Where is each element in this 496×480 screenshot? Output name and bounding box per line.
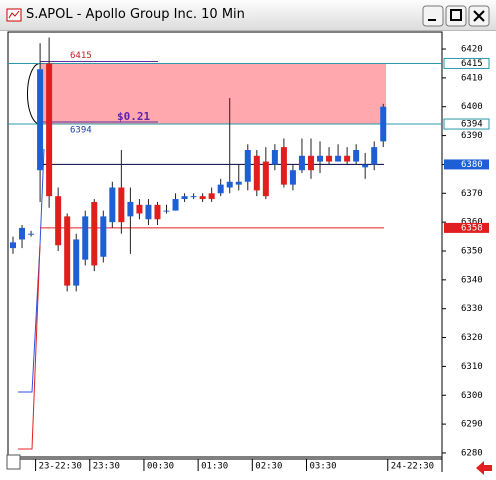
y-tick-label: 6410 xyxy=(461,73,483,83)
y-tick-label: 6350 xyxy=(461,246,483,256)
candle-body xyxy=(37,69,44,171)
y-tick-label: 6290 xyxy=(461,420,483,430)
level-tag xyxy=(443,57,490,69)
candle-body xyxy=(317,155,324,162)
candle-body xyxy=(91,201,98,266)
candle-body xyxy=(362,164,369,168)
candle-body xyxy=(46,63,53,197)
candle-body xyxy=(335,155,342,162)
y-tick-label: 6400 xyxy=(461,102,483,112)
level-tag-label: 6380 xyxy=(461,160,483,170)
x-tick-label: 24-22:30 xyxy=(391,462,434,472)
window-title: S.APOL - Apollo Group Inc. 10 Min xyxy=(26,7,245,22)
level-tag xyxy=(443,118,490,130)
candle-body xyxy=(28,233,35,235)
zone-bottom-label: 6394 xyxy=(70,126,92,136)
level-tag-label: 6415 xyxy=(461,59,483,69)
y-tick-label: 6360 xyxy=(461,218,483,228)
title-bar: S.APOL - Apollo Group Inc. 10 Min xyxy=(0,0,496,31)
candle-body xyxy=(199,196,206,200)
candle-body xyxy=(73,239,80,286)
candle-body xyxy=(64,216,71,286)
app-icon xyxy=(6,8,22,22)
y-tick-label: 6280 xyxy=(461,448,483,458)
candle-body xyxy=(127,201,134,217)
maximize-button[interactable] xyxy=(445,5,467,27)
candle-body xyxy=(307,155,314,171)
candle-body xyxy=(181,196,188,200)
x-tick-label: 03:30 xyxy=(309,462,336,472)
annotation: $0.21 xyxy=(117,110,150,123)
level-tag-label: 6358 xyxy=(461,223,483,233)
candle-body xyxy=(19,227,26,240)
candle-body xyxy=(190,196,197,198)
candle-body xyxy=(280,147,287,185)
window-buttons xyxy=(422,5,490,27)
candle-body xyxy=(226,181,233,188)
zone-top-label: 6415 xyxy=(70,51,92,61)
minimize-button[interactable] xyxy=(422,5,444,27)
indicator-line xyxy=(18,148,45,393)
candle-body xyxy=(262,161,269,197)
candle-body xyxy=(344,155,351,162)
candle-body xyxy=(271,150,278,165)
candle-body xyxy=(326,155,333,162)
y-tick-label: 6390 xyxy=(461,131,483,141)
y-tick-label: 6300 xyxy=(461,391,483,401)
zone-bracket xyxy=(26,62,41,125)
y-tick-label: 6310 xyxy=(461,362,483,372)
y-tick-label: 6370 xyxy=(461,189,483,199)
level-tag xyxy=(444,222,489,233)
candle-body xyxy=(217,184,224,194)
candle-body xyxy=(235,181,242,185)
y-tick-label: 6340 xyxy=(461,275,483,285)
candle-body xyxy=(136,204,143,214)
scroll-box[interactable] xyxy=(6,454,21,470)
candle-body xyxy=(154,204,161,220)
candle-body xyxy=(10,242,16,249)
candle-body xyxy=(172,199,179,211)
x-tick-label: 00:30 xyxy=(147,462,174,472)
candle-body xyxy=(353,150,360,162)
level-tag-label: 6394 xyxy=(461,120,483,130)
candle-body xyxy=(55,196,62,246)
y-tick-label: 6330 xyxy=(461,304,483,314)
y-tick-label: 6420 xyxy=(461,45,483,55)
candle-body xyxy=(208,193,215,200)
candle-body xyxy=(289,170,296,185)
level-tag xyxy=(444,159,489,170)
scroll-arrow[interactable] xyxy=(476,461,492,475)
candle-body xyxy=(82,216,89,260)
candle-body xyxy=(118,187,125,223)
candle-body xyxy=(244,150,251,182)
x-tick-label: 23-22:30 xyxy=(39,462,82,472)
candle-body xyxy=(109,187,116,223)
close-button[interactable] xyxy=(468,5,490,27)
chart: 6280 6290 6300 6310 6320 6330 6340 6350 6360 6370… xyxy=(0,31,496,480)
indicator-line xyxy=(18,244,41,450)
candle-body xyxy=(163,210,170,212)
y-tick-label: 6320 xyxy=(461,333,483,343)
candle-body xyxy=(371,147,378,165)
x-tick-label: 01:30 xyxy=(201,462,228,472)
price-zone xyxy=(40,63,386,125)
candle-body xyxy=(145,204,152,220)
candle-body xyxy=(100,216,107,257)
candle-body xyxy=(380,106,387,142)
candle-body xyxy=(253,155,260,191)
x-tick-label: 23:30 xyxy=(93,462,120,472)
x-tick-label: 02:30 xyxy=(255,462,282,472)
candle-body xyxy=(298,155,305,171)
